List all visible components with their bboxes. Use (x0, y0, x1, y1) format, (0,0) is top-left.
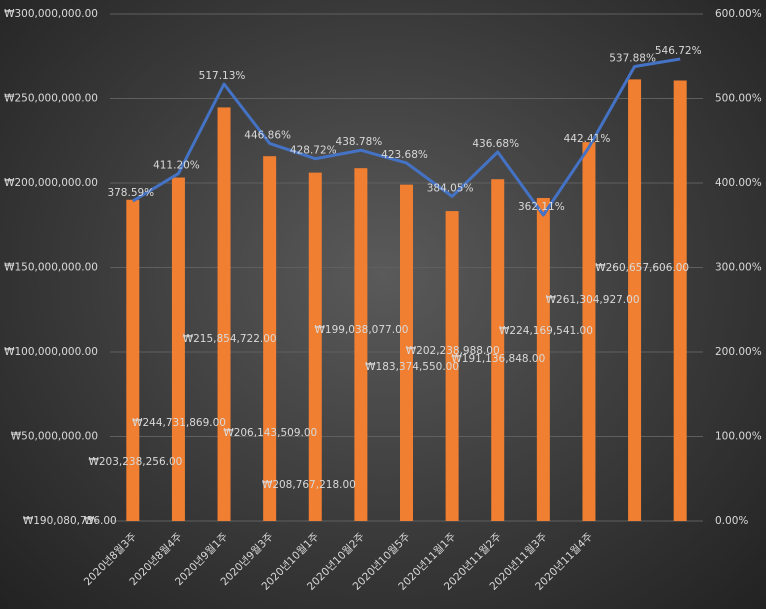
bar (171, 177, 185, 521)
data-label: 411.20% (153, 160, 200, 172)
y2-tick-label: 600.00% (715, 8, 762, 20)
y2-tick-label: 100.00% (715, 431, 762, 443)
bar (400, 184, 413, 521)
data-label: 438.78% (336, 136, 383, 148)
line (132, 57, 681, 217)
y-tick-label: ₩150,000,000.00 (4, 262, 98, 274)
y-tick-label: ₩300,000,000.00 (4, 8, 98, 20)
bar (126, 199, 140, 521)
data-label: ₩190,080,736.00 (23, 515, 117, 527)
data-label: ₩191,136,848.00 (451, 353, 545, 365)
y-tick-label: ₩100,000,000.00 (4, 346, 98, 358)
data-label: 517.13% (199, 70, 246, 82)
data-label: 384.05% (427, 182, 474, 194)
data-label: ₩224,169,541.00 (499, 325, 593, 337)
data-label: 446.86% (244, 129, 291, 141)
bar (445, 211, 459, 521)
data-label: ₩206,143,509.00 (223, 427, 317, 439)
bar (491, 179, 505, 521)
y-tick-label: ₩- (84, 515, 98, 527)
data-label: ₩215,854,722.00 (183, 333, 277, 345)
data-label: 546.72% (655, 45, 702, 57)
data-label: ₩183,374,550.00 (365, 361, 459, 373)
y-tick-label: ₩200,000,000.00 (4, 177, 98, 189)
data-label: ₩260,657,606.00 (595, 262, 689, 274)
y2-tick-label: 500.00% (715, 93, 762, 105)
data-label: 442.41% (564, 133, 611, 145)
bar (582, 142, 596, 521)
bar (354, 168, 368, 521)
data-label: ₩199,038,077.00 (315, 324, 409, 336)
y2-tick-label: 400.00% (715, 177, 762, 189)
data-label: 362.11% (518, 201, 565, 213)
data-label: 428.72% (290, 145, 337, 157)
data-label: ₩244,731,869.00 (132, 417, 226, 429)
data-label: 436.68% (472, 138, 519, 150)
data-label: 378.59% (107, 187, 154, 199)
bar (628, 79, 642, 521)
y2-tick-label: 0.00% (715, 515, 748, 527)
y-tick-label: ₩50,000,000.00 (11, 431, 98, 443)
y-tick-label: ₩250,000,000.00 (4, 93, 98, 105)
bar (217, 107, 231, 522)
bar (263, 156, 277, 522)
bar (536, 197, 550, 521)
y2-tick-label: 300.00% (715, 262, 762, 274)
data-label: ₩203,238,256.00 (88, 456, 182, 468)
data-label: 423.68% (381, 149, 428, 161)
bar (673, 80, 687, 521)
data-label: ₩208,767,218.00 (262, 479, 356, 491)
y2-tick-label: 200.00% (715, 346, 762, 358)
data-label: 537.88% (609, 52, 656, 64)
bar (308, 172, 322, 521)
data-label: ₩202,238,988.00 (406, 345, 500, 357)
data-label: ₩261,304,927.00 (546, 294, 640, 306)
